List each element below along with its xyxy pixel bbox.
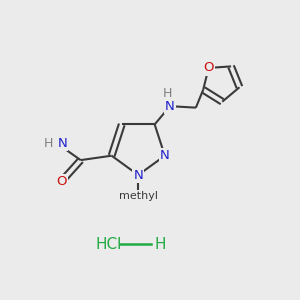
Text: methyl: methyl — [119, 190, 158, 201]
Text: N: N — [133, 169, 143, 182]
Text: H: H — [44, 137, 53, 150]
Text: H: H — [163, 87, 172, 100]
Text: N: N — [165, 100, 175, 113]
Text: HCl: HCl — [96, 237, 122, 252]
Text: O: O — [203, 61, 214, 74]
Text: H: H — [154, 237, 166, 252]
Text: N: N — [57, 137, 67, 150]
Text: N: N — [160, 149, 170, 162]
Text: O: O — [56, 175, 67, 188]
